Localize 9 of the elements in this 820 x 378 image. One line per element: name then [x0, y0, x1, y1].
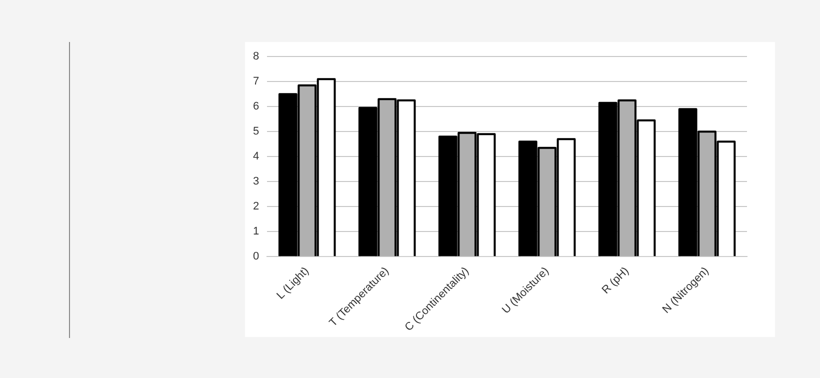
y-tick-label: 8: [252, 50, 260, 63]
y-tick-label: 0: [252, 250, 260, 263]
y-tick-label: 1: [252, 226, 260, 238]
y-tick-label: 5: [252, 126, 260, 138]
y-tick-label: 4: [252, 150, 260, 163]
y-tick-label: 2: [252, 200, 260, 213]
y-tick-label: 7: [252, 76, 260, 88]
y-tick-label: 6: [252, 100, 260, 113]
y-tick-label: 3: [252, 176, 260, 188]
